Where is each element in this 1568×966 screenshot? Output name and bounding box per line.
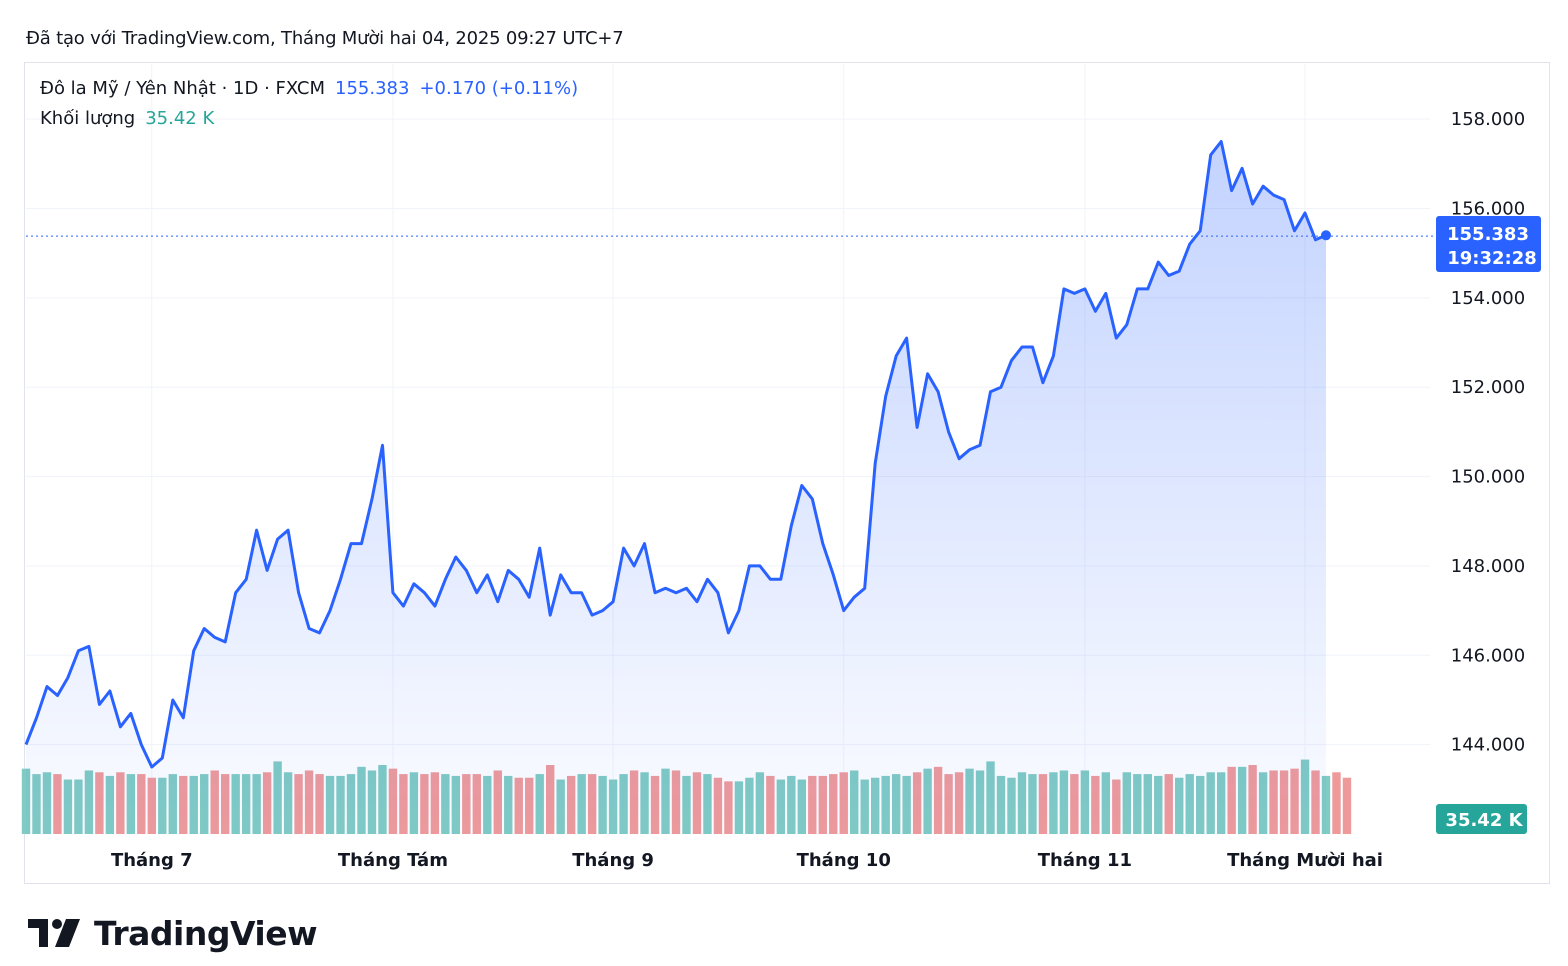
symbol-name: Đô la Mỹ / Yên Nhật · 1D · FXCM (40, 78, 326, 99)
price-tick-label: 154.000 (1451, 288, 1525, 309)
price-tick-label: 144.000 (1451, 735, 1525, 756)
volume-bar (1342, 777, 1352, 834)
price-tick-label: 158.000 (1451, 109, 1525, 130)
price-axis: 158.000 156.000 154.000 152.000 150.000 148.0… (1451, 109, 1525, 755)
volume-legend[interactable]: Khối lượng 35.42 K (40, 108, 214, 129)
tradingview-logo-text: TradingView (94, 914, 318, 953)
price-tick-label: 150.000 (1451, 467, 1525, 488)
time-tick-label: Tháng Mười hai (1227, 850, 1383, 871)
volume-value: 35.42 K (145, 108, 215, 129)
price-badge-countdown: 19:32:28 (1447, 248, 1537, 269)
time-tick-label: Tháng 9 (572, 850, 654, 871)
time-tick-label: Tháng Tám (338, 850, 448, 871)
chart-frame[interactable] (24, 62, 1550, 884)
time-tick-label: Tháng 10 (797, 850, 891, 871)
price-tick-label: 152.000 (1451, 377, 1525, 398)
price-badge: 155.383 19:32:28 (1436, 216, 1541, 272)
price-tick-label: 146.000 (1451, 645, 1525, 666)
volume-bar (1332, 772, 1341, 834)
legend-price: 155.383 (335, 78, 410, 99)
price-area (26, 141, 1326, 834)
price-line (24, 140, 1327, 769)
volume-badge-value: 35.42 K (1445, 810, 1523, 831)
symbol-legend[interactable]: Đô la Mỹ / Yên Nhật · 1D · FXCM 155.383 +0… (40, 78, 578, 99)
tradingview-logo[interactable]: TradingView (28, 914, 318, 953)
time-tick-label: Tháng 11 (1038, 850, 1132, 871)
last-price-dot (1321, 230, 1331, 241)
tradingview-logo-icon (28, 918, 80, 947)
volume-label: Khối lượng (40, 108, 136, 129)
legend-change: +0.170 (+0.11%) (419, 78, 579, 99)
price-tick-label: 148.000 (1451, 556, 1525, 577)
price-badge-value: 155.383 (1447, 224, 1529, 245)
volume-badge: 35.42 K (1436, 804, 1527, 834)
price-tick-label: 156.000 (1451, 199, 1525, 220)
time-tick-label: Tháng 7 (111, 850, 193, 871)
chart-caption: Đã tạo với TradingView.com, Tháng Mười h… (26, 28, 624, 49)
time-axis: Tháng 7 Tháng Tám Tháng 9 Tháng 10 Tháng 11 T… (111, 850, 1383, 871)
